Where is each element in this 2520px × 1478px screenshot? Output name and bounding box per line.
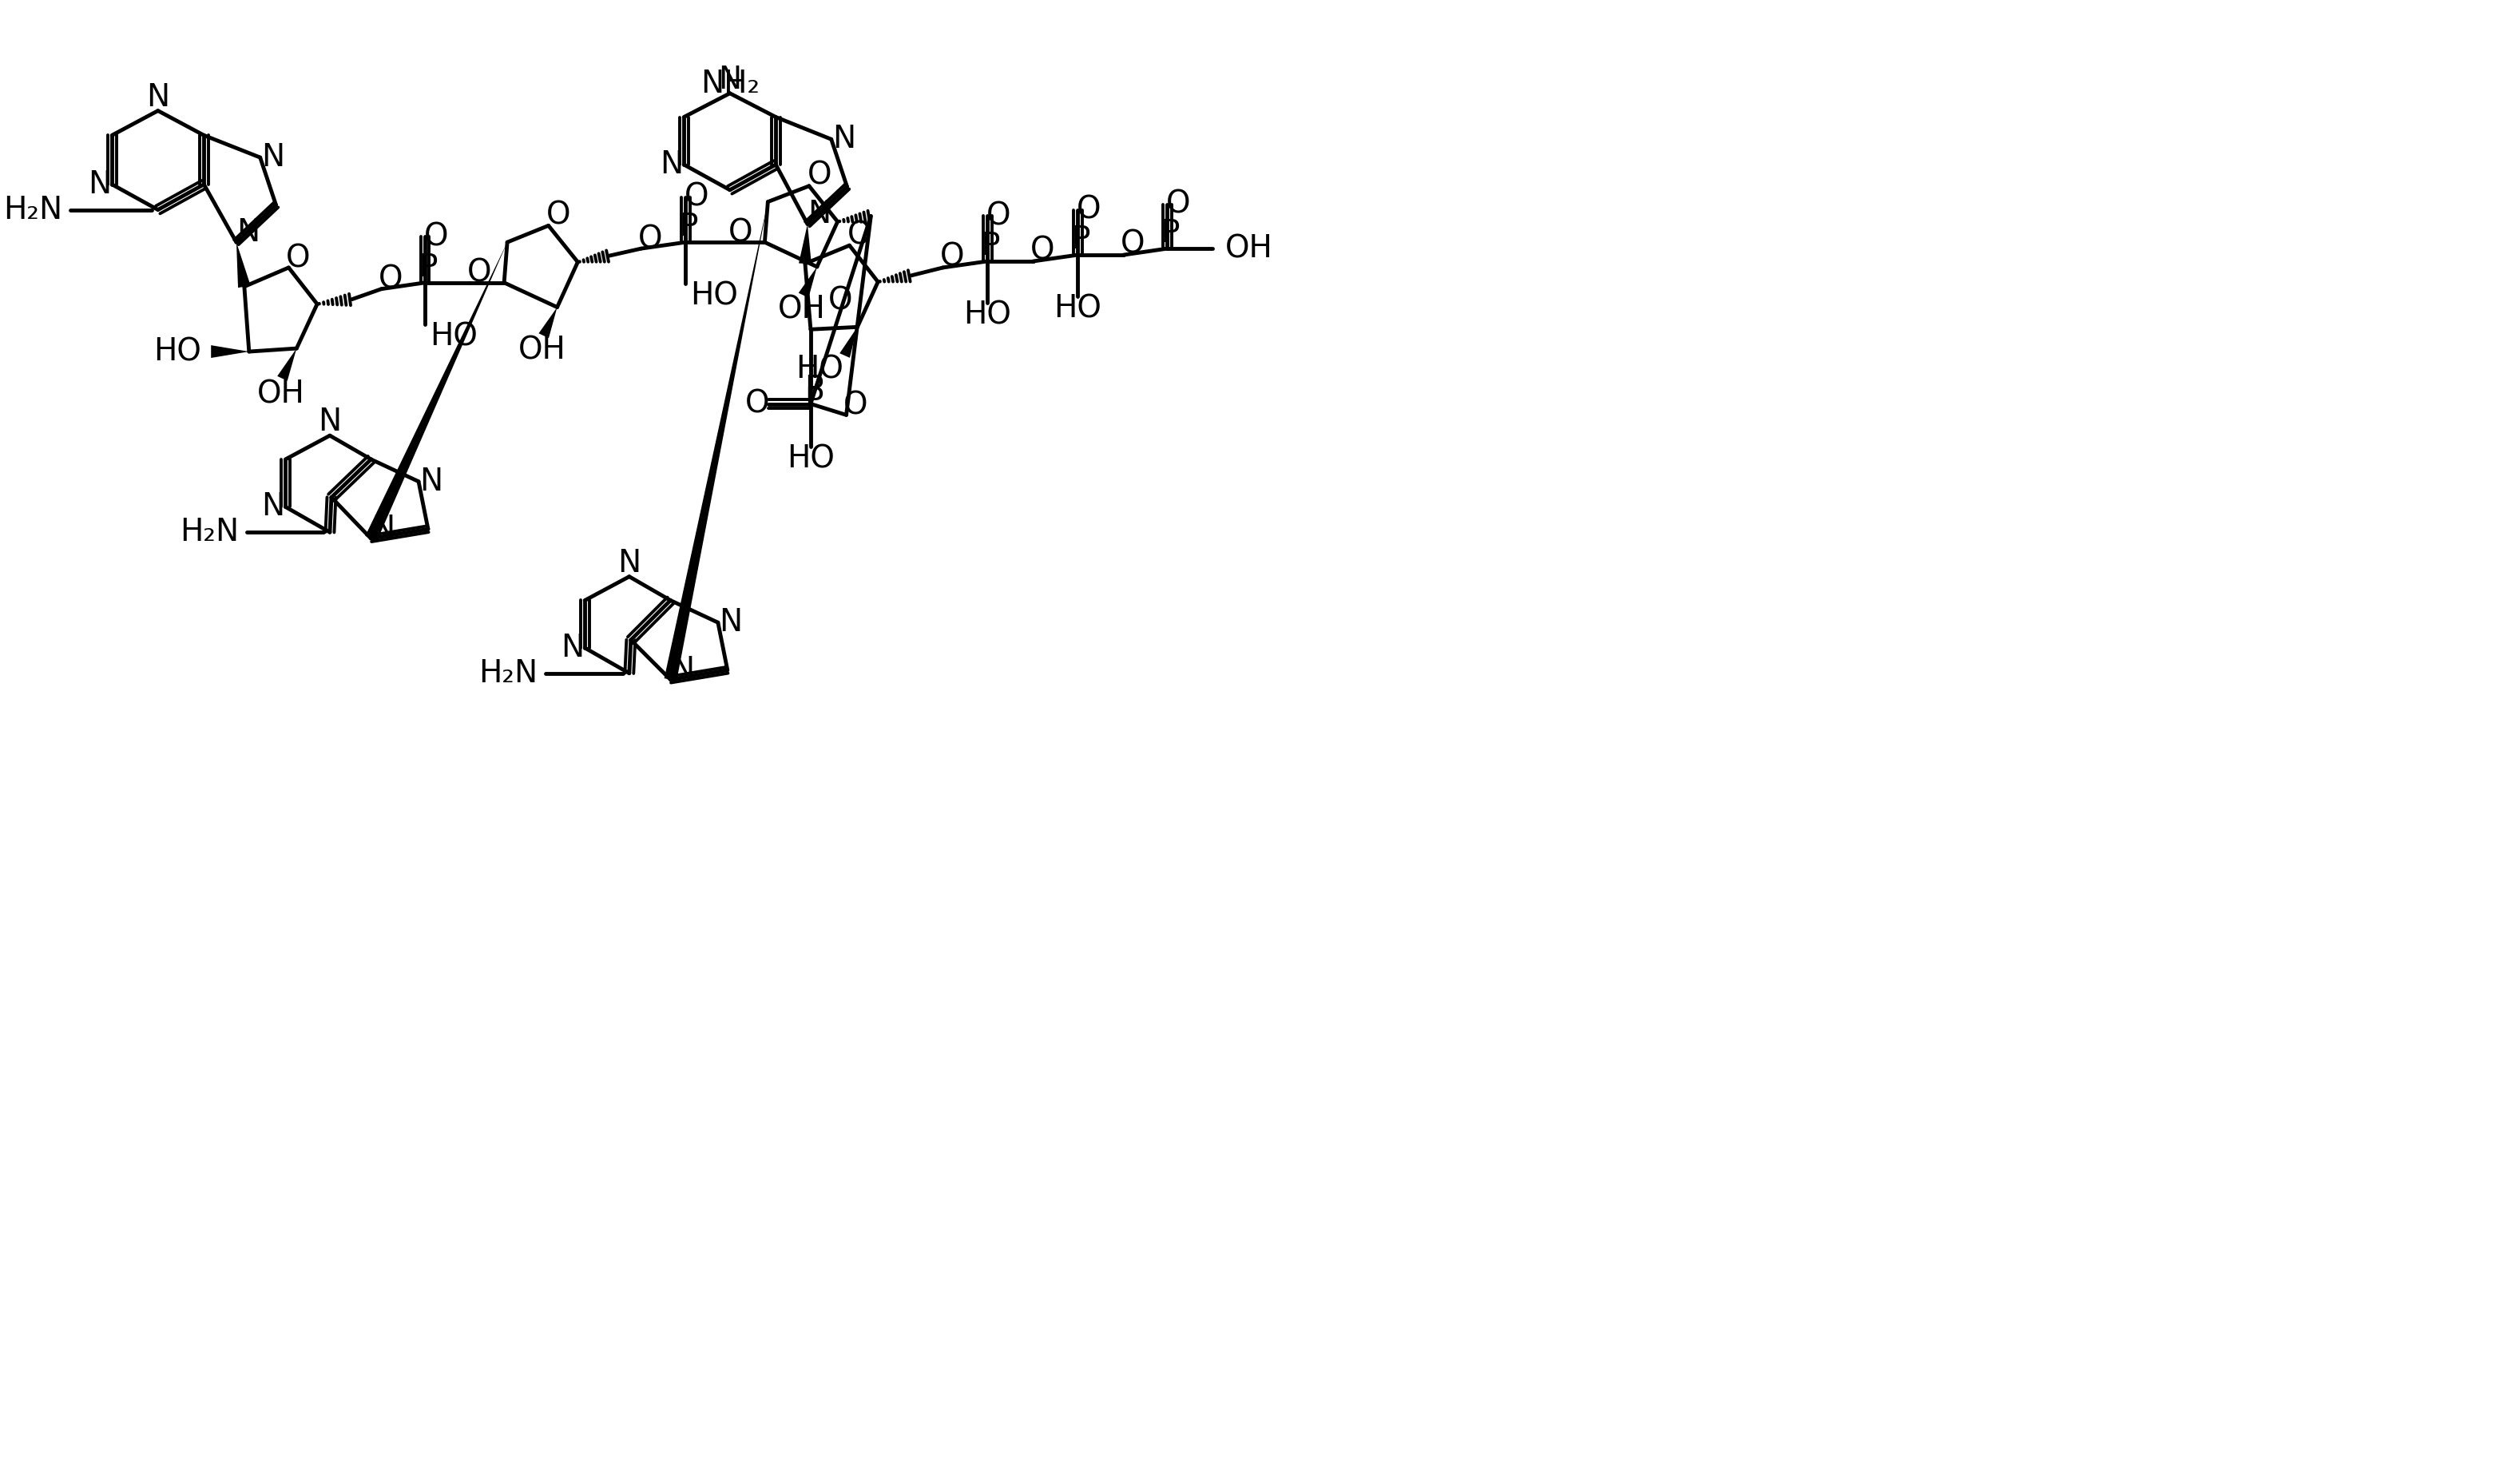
Text: NH₂: NH₂ xyxy=(701,68,759,99)
Polygon shape xyxy=(277,349,297,381)
Text: O: O xyxy=(985,201,1011,231)
Text: HO: HO xyxy=(786,445,834,474)
Text: H₂N: H₂N xyxy=(479,658,537,689)
Text: N: N xyxy=(262,492,285,522)
Text: O: O xyxy=(423,222,449,251)
Polygon shape xyxy=(799,225,811,265)
Polygon shape xyxy=(539,307,557,338)
Text: HO: HO xyxy=(154,337,202,367)
Text: HO: HO xyxy=(1053,294,1101,324)
Text: HO: HO xyxy=(796,355,844,384)
Text: O: O xyxy=(806,161,832,191)
Text: O: O xyxy=(285,242,310,273)
Text: P: P xyxy=(804,386,824,415)
Text: HO: HO xyxy=(428,321,476,352)
Text: O: O xyxy=(547,200,572,231)
Text: O: O xyxy=(746,389,769,420)
Text: HO: HO xyxy=(963,300,1011,330)
Polygon shape xyxy=(365,242,507,541)
Text: N: N xyxy=(660,149,683,180)
Text: P: P xyxy=(1162,219,1179,248)
Text: N: N xyxy=(146,83,169,112)
Text: N: N xyxy=(559,633,585,664)
Text: OH: OH xyxy=(519,336,567,365)
Text: O: O xyxy=(638,223,663,254)
Text: O: O xyxy=(378,265,403,294)
Text: O: O xyxy=(844,390,867,421)
Text: O: O xyxy=(466,259,491,288)
Text: P: P xyxy=(680,211,698,242)
Text: O: O xyxy=(1031,235,1056,266)
Text: N: N xyxy=(617,548,640,578)
Text: O: O xyxy=(1076,195,1101,225)
Text: OH: OH xyxy=(257,380,305,409)
Text: O: O xyxy=(940,241,965,272)
Text: N: N xyxy=(88,168,111,200)
Text: H₂N: H₂N xyxy=(179,517,239,547)
Text: N: N xyxy=(718,607,743,637)
Text: N: N xyxy=(370,514,396,544)
Text: O: O xyxy=(829,285,852,316)
Polygon shape xyxy=(212,346,249,358)
Text: H₂N: H₂N xyxy=(3,195,63,225)
Text: O: O xyxy=(847,220,872,250)
Text: N: N xyxy=(670,655,693,686)
Text: P: P xyxy=(980,231,1000,262)
Text: N: N xyxy=(262,142,285,173)
Polygon shape xyxy=(839,327,857,358)
Text: N: N xyxy=(318,406,343,437)
Text: N: N xyxy=(809,200,832,229)
Polygon shape xyxy=(237,242,249,288)
Text: HO: HO xyxy=(690,281,738,312)
Text: O: O xyxy=(685,182,708,213)
Text: O: O xyxy=(1121,229,1144,259)
Text: P: P xyxy=(804,374,824,403)
Text: O: O xyxy=(728,217,753,248)
Text: P: P xyxy=(1071,225,1091,256)
Text: N: N xyxy=(718,65,741,95)
Text: P: P xyxy=(418,253,438,282)
Text: OH: OH xyxy=(779,294,827,325)
Text: N: N xyxy=(832,124,857,154)
Text: N: N xyxy=(237,217,260,248)
Text: OH: OH xyxy=(1225,234,1273,263)
Polygon shape xyxy=(665,202,769,681)
Polygon shape xyxy=(799,268,816,297)
Text: N: N xyxy=(421,467,444,497)
Text: O: O xyxy=(1167,189,1189,219)
